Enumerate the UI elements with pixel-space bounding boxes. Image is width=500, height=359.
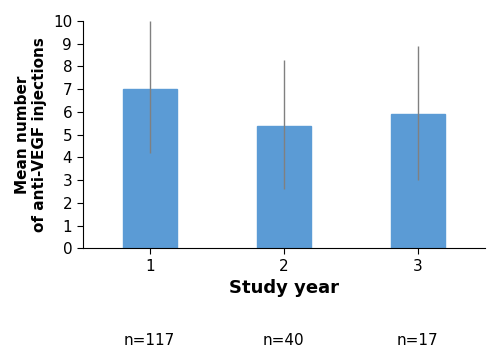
Bar	[257, 126, 310, 248]
Y-axis label: Mean number
of anti-VEGF injections: Mean number of anti-VEGF injections	[15, 37, 48, 232]
Bar	[123, 89, 176, 248]
X-axis label: Study year: Study year	[229, 279, 339, 297]
Text: n=117: n=117	[124, 333, 176, 348]
Bar	[391, 114, 445, 248]
Text: n=17: n=17	[397, 333, 438, 348]
Text: n=40: n=40	[263, 333, 304, 348]
